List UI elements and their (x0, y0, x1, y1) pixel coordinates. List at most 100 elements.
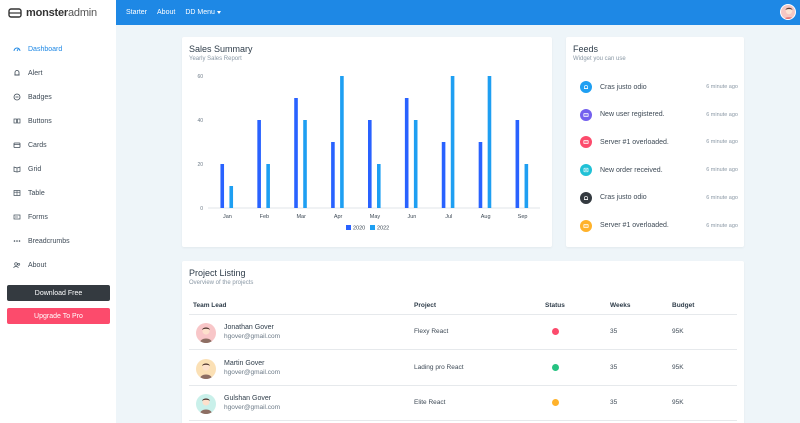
column-header-status: Status (545, 302, 565, 309)
team-lead-name: Jonathan Gover (224, 324, 274, 331)
feed-time: 6 minute ago (706, 222, 738, 229)
nav-dd-menu[interactable]: DD Menu (185, 9, 221, 16)
bell-icon (13, 69, 21, 77)
avatar (196, 323, 216, 343)
budget-value: 95K (672, 328, 684, 335)
sidebar-item-grid[interactable]: Grid (13, 165, 41, 173)
weeks-value: 35 (610, 363, 618, 371)
forms-icon (13, 213, 21, 221)
bar-2022-jun (413, 120, 418, 208)
sales-title: Sales Summary (189, 44, 253, 54)
sidebar-item-label: Table (28, 189, 45, 197)
nav-about[interactable]: About (157, 9, 176, 16)
cart-icon (580, 164, 592, 177)
x-tick-label: Apr (334, 214, 343, 220)
team-lead-name: Martin Gover (224, 359, 265, 367)
download-free-button[interactable]: Download Free (7, 285, 110, 301)
bar-2020-mar (294, 98, 298, 208)
feed-item[interactable]: Cras justo odio 6 minute ago (580, 81, 738, 93)
team-lead-email: hgover@gmail.com (224, 404, 281, 411)
sidebar-item-breadcrumbs[interactable]: Breadcrumbs (13, 237, 70, 245)
x-tick-label: Feb (260, 214, 269, 220)
user-avatar-icon (783, 7, 795, 19)
brand-logo[interactable]: monsteradmin (0, 0, 116, 25)
server-icon (580, 108, 592, 121)
x-tick-label: Aug (481, 214, 491, 220)
feed-item[interactable]: New user registered. 6 minute ago (580, 108, 738, 121)
breadcrumbs-icon (13, 237, 21, 245)
y-tick-label: 40 (197, 118, 203, 124)
sidebar-item-badges[interactable]: Badges (13, 93, 52, 101)
grid-icon (13, 165, 21, 173)
projects-subtitle: Overview of the projects (189, 280, 254, 286)
server-icon (580, 136, 592, 149)
sidebar-item-label: Buttons (28, 117, 52, 125)
sidebar-item-label: Cards (28, 141, 47, 149)
sidebar-item-table[interactable]: Table (13, 189, 45, 197)
bar-2020-aug (478, 142, 483, 208)
bar-2020-may (368, 120, 372, 208)
project-listing-card: Project Listing Overview of the projects… (182, 261, 744, 423)
x-tick-label: Sep (518, 214, 528, 220)
card-icon (13, 141, 21, 149)
upgrade-to-pro-button[interactable]: Upgrade To Pro (7, 308, 110, 324)
sidebar: Dashboard Alert Badges Buttons Cards Gri… (0, 25, 116, 423)
weeks-value: 35 (610, 399, 618, 406)
bar-2022-aug (487, 76, 492, 208)
sidebar-item-label: Badges (28, 93, 52, 101)
feed-time: 6 minute ago (706, 194, 738, 201)
column-header-budget: Budget (672, 302, 695, 309)
feeds-title: Feeds (573, 44, 599, 54)
feeds-card: Feeds Widget you can use Cras justo odio… (566, 37, 744, 247)
bar-2022-apr (340, 76, 344, 208)
bar-2020-jul (441, 142, 446, 208)
bar-2020-feb (257, 120, 261, 208)
status-dot (552, 328, 559, 335)
feed-item[interactable]: Server #1 overloaded. 6 minute ago (580, 219, 738, 232)
feed-time: 6 minute ago (706, 111, 738, 118)
user-avatar[interactable] (780, 4, 796, 20)
budget-value: 95K (672, 399, 684, 406)
caret-down-icon (216, 11, 221, 14)
sidebar-item-label: Dashboard (28, 45, 63, 53)
project-name: Elite React (414, 399, 446, 406)
bar-2022-jan (229, 186, 234, 208)
bar-2022-jul (450, 76, 455, 208)
sidebar-item-dashboard[interactable]: Dashboard (13, 45, 62, 53)
feed-item[interactable]: New order received. 6 minute ago (580, 164, 738, 177)
sidebar-item-alert[interactable]: Alert (13, 69, 42, 77)
row-divider (189, 384, 737, 386)
sidebar-item-label: Grid (28, 165, 42, 173)
sidebar-item-forms[interactable]: Forms (13, 213, 48, 221)
topbar: monsteradmin Starter About DD Menu (0, 0, 800, 25)
bar-2022-may (377, 164, 381, 208)
nav-dd-menu-label: DD Menu (185, 9, 215, 16)
x-tick-label: Jun (407, 214, 416, 220)
y-tick-label: 60 (197, 74, 203, 80)
sidebar-item-about[interactable]: About (13, 261, 46, 269)
server-icon (580, 219, 592, 232)
legend-label-2020: 2020 (353, 226, 365, 232)
feed-text: New order received. (600, 166, 663, 174)
team-lead-email: hgover@gmail.com (224, 368, 281, 376)
table-header-divider (189, 314, 737, 315)
feed-text: New user registered. (600, 111, 665, 119)
feed-item[interactable]: Server #1 overloaded. 6 minute ago (580, 136, 738, 149)
budget-value: 95K (672, 363, 684, 371)
badge-icon (13, 93, 21, 101)
top-navbar: Starter About DD Menu (116, 0, 800, 25)
column-header-team-lead: Team Lead (193, 302, 227, 309)
sidebar-item-buttons[interactable]: Buttons (13, 117, 52, 125)
sidebar-item-cards[interactable]: Cards (13, 141, 47, 149)
bar-2022-sep (524, 164, 529, 208)
sales-bar-chart: 0 20 40 60 Jan Feb Mar Apr May Jun Jul Aug Sep 2020 20… (197, 74, 540, 232)
bar-2020-apr (331, 142, 335, 208)
x-tick-label: Jul (445, 214, 452, 220)
project-name: Flexy React (414, 328, 449, 335)
legend-swatch-2020 (346, 225, 351, 230)
person-icon (200, 398, 212, 414)
feed-item[interactable]: Cras justo odio 6 minute ago (580, 191, 738, 204)
column-header-weeks: Weeks (610, 302, 631, 309)
nav-starter[interactable]: Starter (126, 9, 148, 16)
person-icon (200, 327, 212, 343)
